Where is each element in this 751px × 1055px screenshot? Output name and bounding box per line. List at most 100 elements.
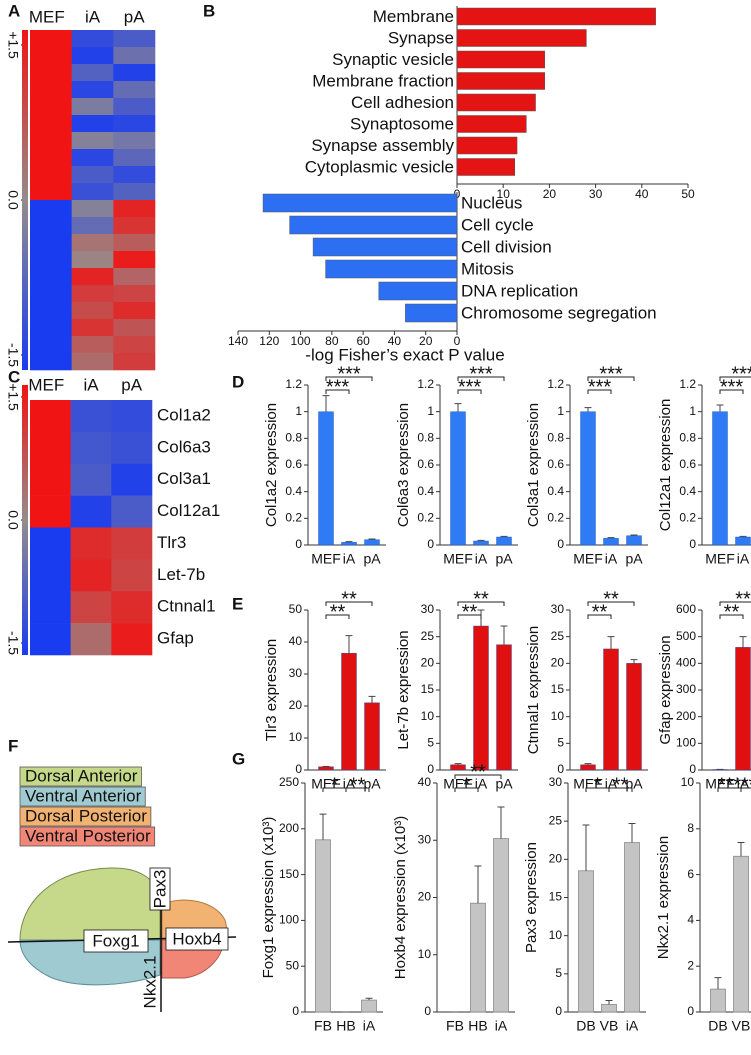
heatmap-cell [113, 336, 155, 353]
bar [263, 194, 457, 212]
x-tick-label: VB [732, 1018, 751, 1034]
category-label: Mitosis [461, 259, 514, 278]
heatmap-cell [113, 353, 155, 370]
y-tick-label: 20 [549, 852, 563, 866]
bar [316, 840, 331, 1012]
y-tick-label: 20 [421, 656, 435, 670]
heatmap-cell [111, 528, 152, 560]
error-bar [369, 696, 376, 702]
y-tick-label: 5 [557, 736, 564, 750]
heatmap-cell [111, 496, 152, 528]
heatmap-cell [30, 528, 71, 560]
y-tick-label: 400 [676, 656, 696, 670]
bar [457, 8, 656, 25]
y-tick-label: 200 [676, 709, 696, 723]
significance-label: * [331, 774, 339, 796]
bar [365, 540, 380, 545]
heatmap-cell [30, 115, 72, 132]
bar [494, 839, 509, 1012]
y-tick-label: 0.6 [547, 457, 564, 471]
y-tick-label: 30 [289, 666, 303, 680]
heatmap-cell [30, 200, 72, 217]
y-tick-label: 0 [295, 762, 302, 776]
x-tick-label: pA [495, 776, 513, 792]
bar [457, 73, 545, 90]
y-axis-label: Foxg1 expression (x10³) [260, 817, 277, 979]
bar [319, 767, 334, 770]
heatmap-cell [30, 234, 72, 251]
marker-label: Nkx2.1 [140, 956, 159, 1009]
heatmap-cell [113, 251, 155, 268]
significance-label: *** [718, 774, 742, 796]
heatmap-cell [113, 98, 155, 115]
heatmap-cell [30, 285, 72, 302]
heatmap-cell [72, 285, 114, 302]
bar [362, 1000, 377, 1012]
heatmap-cell [72, 166, 114, 183]
heatmap-cell [113, 149, 155, 166]
y-tick-label: 0.2 [417, 511, 434, 525]
heatmap-cell [71, 591, 112, 623]
column-label: pA [121, 375, 142, 394]
y-tick-label: 200 [279, 821, 299, 835]
y-tick-label: 1 [557, 404, 564, 418]
heatmap-cell [72, 30, 114, 47]
panel-label: G [232, 749, 245, 768]
heatmap-cell [72, 115, 114, 132]
x-tick-label: 50 [681, 187, 695, 201]
colorbar-tick-label: +1.5 [5, 31, 21, 59]
y-axis-label: Col1a2 expression [263, 403, 280, 527]
y-axis-label: Col6a3 expression [395, 403, 412, 527]
colorbar [22, 385, 28, 655]
heatmap-cell [113, 268, 155, 285]
heatmap-cell [71, 400, 112, 432]
heatmap-cell [111, 464, 152, 496]
y-tick-label: 600 [676, 602, 696, 616]
heatmap-cell [72, 200, 114, 217]
y-tick-label: 8 [687, 821, 694, 835]
heatmap-cell [30, 268, 72, 285]
heatmap-cell [113, 285, 155, 302]
heatmap-cell [72, 319, 114, 336]
panel-label: D [232, 372, 244, 391]
y-axis-label: Tlr3 expression [263, 639, 280, 742]
y-tick-label: 1.2 [679, 377, 696, 391]
bar [342, 653, 357, 770]
column-label: iA [85, 7, 101, 26]
bar [451, 412, 466, 545]
bar [405, 304, 457, 322]
bar [474, 626, 489, 770]
heatmap-cell [30, 623, 71, 655]
x-tick-label: MEF [443, 551, 473, 567]
column-label: MEF [29, 7, 65, 26]
heatmap-cell [113, 200, 155, 217]
y-tick-label: 0 [555, 1004, 562, 1018]
bar [604, 649, 619, 770]
x-tick-label: iA [363, 1018, 376, 1034]
y-tick-label: 25 [549, 813, 563, 827]
x-tick-label: VB [600, 1018, 619, 1034]
x-tick-label: MEF [311, 551, 341, 567]
y-tick-label: 0.6 [285, 457, 302, 471]
x-tick-label: 40 [635, 187, 649, 201]
y-tick-label: 0.8 [285, 431, 302, 445]
bar [457, 116, 526, 133]
y-tick-label: 1.2 [285, 377, 302, 391]
y-tick-label: 100 [676, 736, 696, 750]
y-tick-label: 2 [687, 958, 694, 972]
row-label: Let-7b [157, 565, 205, 584]
heatmap-cell [113, 183, 155, 200]
x-tick-label: iA [626, 1018, 639, 1034]
y-tick-label: 30 [421, 602, 435, 616]
heatmap-cell [72, 183, 114, 200]
x-tick-label: FB [446, 1018, 464, 1034]
y-tick-label: 1 [427, 404, 434, 418]
y-tick-label: 500 [676, 629, 696, 643]
heatmap-cell [113, 64, 155, 81]
colorbar-tick-label: 0.0 [5, 190, 21, 210]
row-label: Col6a3 [157, 437, 211, 456]
y-tick-label: 0.4 [417, 484, 434, 498]
bar [457, 51, 545, 68]
y-tick-label: 0.4 [285, 484, 302, 498]
significance-label: ** [350, 774, 366, 796]
